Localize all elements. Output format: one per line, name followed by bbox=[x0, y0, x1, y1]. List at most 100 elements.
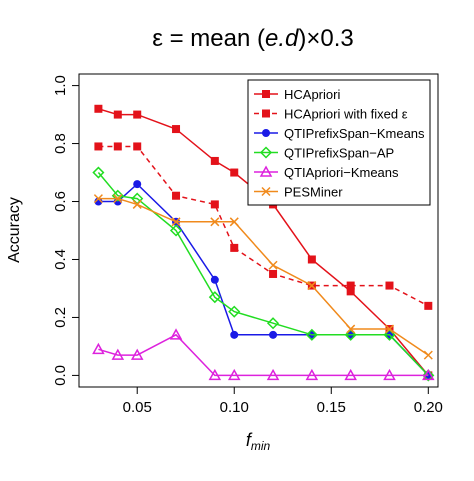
data-point bbox=[113, 194, 123, 204]
data-point bbox=[92, 166, 105, 179]
data-point bbox=[111, 348, 125, 360]
series-line bbox=[97, 172, 429, 376]
x-axis: 0.05 0.10 0.15 0.20 bbox=[123, 387, 443, 416]
chart-title-suffix: )×0.3 bbox=[298, 25, 353, 52]
legend-marker bbox=[262, 90, 270, 98]
data-point bbox=[133, 180, 142, 189]
data-point bbox=[346, 281, 355, 290]
x-tick-label: 0.05 bbox=[123, 399, 152, 416]
data-point bbox=[230, 168, 239, 177]
data-point bbox=[385, 281, 394, 290]
y-axis-label: Accuracy bbox=[6, 197, 23, 263]
data-point bbox=[132, 199, 142, 209]
data-point bbox=[94, 142, 103, 151]
plot-frame bbox=[78, 73, 439, 388]
data-point bbox=[269, 330, 278, 339]
data-point bbox=[130, 348, 144, 360]
data-point bbox=[230, 330, 239, 339]
data-point bbox=[94, 104, 103, 113]
data-point bbox=[266, 368, 280, 381]
legend-box bbox=[247, 79, 431, 206]
x-axis-label: fmin bbox=[246, 430, 271, 453]
y-tick-label: 0.8 bbox=[52, 133, 69, 154]
data-point bbox=[346, 287, 355, 296]
data-point bbox=[208, 291, 221, 304]
chart-title: ε = mean (e.d)×0.3 bbox=[152, 25, 354, 52]
data-point bbox=[422, 368, 435, 381]
data-point bbox=[230, 243, 239, 252]
data-point bbox=[210, 217, 220, 227]
data-point bbox=[383, 368, 396, 381]
series-1 bbox=[94, 142, 433, 310]
data-point bbox=[94, 197, 103, 206]
data-point bbox=[172, 191, 181, 200]
legend-label: QTIPrefixSpan−AP bbox=[284, 146, 394, 161]
data-point bbox=[133, 142, 142, 151]
legend-marker bbox=[259, 146, 273, 159]
data-point bbox=[111, 189, 124, 202]
y-tick-label: 0.2 bbox=[52, 307, 69, 328]
series-line bbox=[98, 197, 429, 356]
data-point bbox=[210, 200, 219, 209]
data-point bbox=[423, 350, 433, 360]
data-point bbox=[422, 369, 435, 382]
data-point bbox=[172, 125, 181, 134]
series-line bbox=[98, 183, 429, 376]
y-tick-label: 0.6 bbox=[52, 191, 69, 212]
series-line bbox=[98, 333, 429, 377]
data-point bbox=[171, 217, 181, 227]
series-4 bbox=[92, 328, 435, 381]
data-point bbox=[346, 324, 356, 334]
legend-label: QTIApriori−Kmeans bbox=[284, 165, 399, 180]
data-point bbox=[92, 342, 105, 355]
data-point bbox=[344, 368, 357, 381]
y-axis: 0.0 0.2 0.4 0.6 0.8 1.0 bbox=[52, 75, 79, 386]
data-point bbox=[269, 269, 278, 278]
data-point bbox=[113, 142, 122, 151]
data-point bbox=[208, 368, 222, 381]
chart-title-prefix: ε = mean ( bbox=[152, 25, 265, 52]
data-point bbox=[424, 301, 433, 310]
legend-marker bbox=[262, 129, 270, 137]
legend-label: HCApriori bbox=[284, 87, 340, 102]
legend-label: HCApriori with fixed ε bbox=[284, 107, 408, 122]
series-layer bbox=[92, 104, 435, 382]
data-point bbox=[133, 110, 142, 119]
data-point bbox=[169, 224, 183, 237]
x-tick-label: 0.20 bbox=[414, 399, 443, 416]
data-point bbox=[384, 324, 395, 334]
data-point bbox=[266, 317, 280, 330]
data-point bbox=[307, 255, 316, 264]
data-point bbox=[268, 260, 278, 270]
y-tick-label: 0.0 bbox=[52, 365, 69, 386]
series-5 bbox=[93, 194, 433, 360]
series-2 bbox=[94, 180, 433, 380]
series-line bbox=[98, 145, 429, 307]
data-point bbox=[93, 194, 103, 204]
data-point bbox=[210, 156, 219, 165]
data-point bbox=[210, 275, 219, 284]
data-point bbox=[169, 328, 183, 340]
data-point bbox=[113, 110, 122, 119]
x-axis-label-sub: min bbox=[251, 439, 271, 453]
x-axis-label-base: f bbox=[246, 430, 253, 450]
data-point bbox=[228, 305, 241, 318]
x-tick-label: 0.10 bbox=[220, 399, 249, 416]
data-point bbox=[305, 368, 319, 381]
x-tick-label: 0.15 bbox=[317, 399, 346, 416]
legend-label: QTIPrefixSpan−Kmeans bbox=[284, 126, 425, 141]
legend-marker bbox=[259, 165, 273, 177]
data-point bbox=[307, 281, 317, 291]
data-point bbox=[229, 217, 239, 227]
legend: HCApriori HCApriori with fixed ε QTIPrefix… bbox=[247, 79, 431, 206]
data-point bbox=[227, 368, 241, 381]
data-point bbox=[305, 328, 318, 341]
legend-marker bbox=[262, 109, 270, 118]
legend-marker bbox=[261, 186, 271, 197]
y-tick-label: 0.4 bbox=[52, 249, 69, 270]
y-tick-label: 1.0 bbox=[52, 75, 69, 96]
chart-title-italic: e.d bbox=[265, 25, 299, 52]
legend-label: PESMiner bbox=[284, 185, 343, 200]
